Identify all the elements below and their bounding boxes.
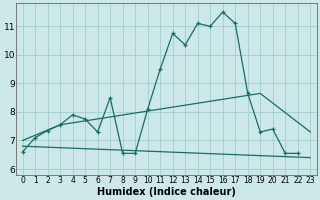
X-axis label: Humidex (Indice chaleur): Humidex (Indice chaleur) — [97, 187, 236, 197]
